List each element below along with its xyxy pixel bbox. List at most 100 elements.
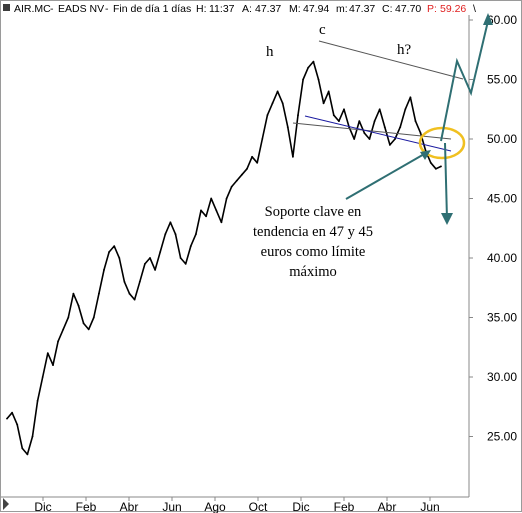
collapse-icon[interactable] — [3, 4, 10, 11]
price-point — [159, 251, 162, 253]
price-point — [215, 209, 218, 212]
technical-overlay: h c h? Soporte clave en tendencia en 47 … — [253, 13, 493, 280]
price-point — [184, 263, 187, 265]
price-point — [368, 138, 371, 140]
price-point — [276, 90, 279, 93]
price-point — [67, 316, 70, 319]
price-point — [133, 298, 136, 301]
price-point — [440, 165, 442, 168]
price-point — [429, 161, 432, 164]
header-period: Fin de día 1 días — [113, 3, 191, 15]
x-tick-label: Abr — [378, 500, 397, 513]
price-point — [261, 138, 264, 140]
price-point — [128, 292, 131, 295]
price-point — [52, 364, 54, 366]
price-point — [205, 215, 208, 218]
x-tick-label: Dic — [34, 500, 51, 513]
x-tick-label: Jun — [162, 500, 181, 513]
header-p-label: P: — [427, 3, 437, 15]
neckline — [304, 115, 452, 152]
pointer-arrowhead-icon — [420, 150, 431, 160]
y-tick-label: 25.00 — [487, 430, 517, 444]
price-point — [62, 328, 65, 331]
price-point — [286, 126, 289, 128]
price-point — [271, 102, 274, 105]
header-h-value: 11:37 — [209, 3, 235, 15]
price-point — [373, 120, 376, 122]
y-tick-label: 35.00 — [487, 311, 517, 325]
price-point — [103, 269, 105, 271]
price-point — [292, 155, 294, 158]
header-p-value: 59.26 — [440, 3, 466, 15]
price-point — [92, 316, 95, 319]
price-point — [169, 221, 172, 224]
price-point — [251, 155, 254, 158]
price-point — [174, 233, 177, 236]
price-point — [144, 263, 146, 265]
lower-channel-line — [292, 122, 452, 140]
price-point — [36, 399, 39, 402]
price-point — [11, 411, 14, 414]
annotation-line-2: tendencia en 47 y 45 — [253, 224, 373, 240]
y-tick-label: 55.00 — [487, 73, 517, 87]
x-tick-label: Oct — [249, 500, 268, 513]
price-point — [230, 185, 233, 188]
price-point — [123, 280, 126, 283]
price-point — [338, 120, 340, 122]
price-point — [87, 328, 90, 331]
price-point — [246, 167, 248, 170]
price-point — [154, 269, 157, 271]
price-point — [77, 304, 80, 307]
header-c-value: 47.70 — [395, 3, 421, 15]
chart-header: AIR.MC - EADS NV - Fin de día 1 días H: … — [3, 3, 476, 15]
price-point — [389, 144, 391, 146]
svg-text:-: - — [105, 3, 109, 15]
price-point — [108, 251, 110, 253]
price-point — [72, 292, 75, 295]
annotation-line-3: euros como límite — [261, 244, 366, 260]
price-point — [435, 167, 437, 170]
price-point — [399, 126, 402, 128]
price-point — [332, 114, 335, 117]
price-point — [82, 322, 85, 325]
price-point — [317, 78, 320, 81]
price-point — [118, 257, 121, 259]
y-axis: 25.00 30.00 35.00 40.00 45.00 50.00 55.00 60.00 — [468, 13, 517, 497]
header-backslash: \ — [473, 3, 476, 15]
x-axis: Dic Feb Abr Jun Ago Oct Dic Feb Abr Jun — [1, 496, 469, 513]
bullish-arrowhead-icon — [483, 13, 493, 25]
label-head: c — [319, 22, 326, 38]
bearish-scenario-arrow — [444, 142, 448, 220]
price-point — [113, 245, 116, 248]
price-point — [149, 257, 151, 259]
price-point — [241, 173, 243, 176]
price-point — [383, 126, 386, 128]
price-point — [281, 102, 284, 105]
upper-channel-line — [318, 40, 464, 80]
price-point — [16, 423, 19, 426]
price-point — [394, 138, 396, 140]
price-point — [343, 108, 345, 111]
header-c-label: C: — [382, 3, 393, 15]
annotation-line-4: máximo — [289, 264, 337, 280]
header-m-label: M: — [289, 3, 301, 15]
price-point — [225, 197, 228, 200]
price-point — [419, 132, 422, 135]
y-tick-label: 60.00 — [487, 13, 517, 27]
price-point — [26, 453, 29, 456]
price-point — [327, 90, 330, 93]
price-point — [57, 340, 59, 343]
price-point — [266, 114, 269, 117]
label-right-shoulder: h? — [397, 42, 412, 58]
header-m-value: 47.94 — [303, 3, 329, 15]
price-point — [363, 132, 366, 135]
price-point — [138, 280, 141, 283]
price-point — [46, 352, 49, 355]
header-h-label: H: — [196, 3, 207, 15]
scroll-left-arrow-icon[interactable] — [3, 498, 9, 510]
price-point — [312, 60, 315, 63]
price-point — [21, 447, 24, 450]
y-tick-labels: 25.00 30.00 35.00 40.00 45.00 50.00 55.00 60.00 — [469, 13, 517, 444]
